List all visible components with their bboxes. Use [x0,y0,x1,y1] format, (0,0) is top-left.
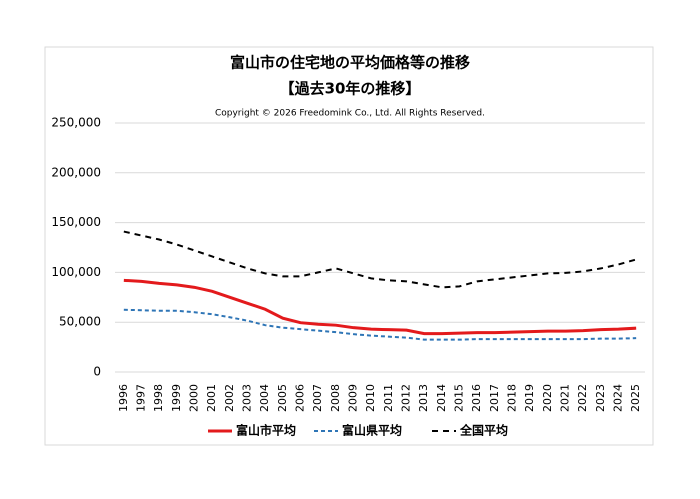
series-line [123,230,637,289]
y-tick-label: 100,000 [51,265,101,279]
x-tick-label: 2024 [612,384,625,412]
chart-frame [44,46,654,446]
x-tick-label: 2009 [347,384,360,412]
x-tick-label: 2014 [435,384,448,412]
x-tick-label: 2025 [629,384,642,412]
x-tick-label: 2006 [294,384,307,412]
y-tick-label: 250,000 [51,116,101,130]
copyright: Copyright © 2026 Freedomink Co., Ltd. Al… [215,109,485,119]
x-tick-label: 2000 [188,384,201,412]
chart-title: 富山市の住宅地の平均価格等の推移 [230,54,470,72]
x-tick-label: 2020 [541,384,554,412]
x-tick-label: 2011 [382,384,395,412]
series-line [123,308,637,341]
chart-subtitle: 【過去30年の推移】 [280,80,421,98]
x-tick-label: 2016 [470,384,483,412]
x-tick-label: 1998 [152,384,165,412]
x-tick-label: 2022 [576,384,589,412]
x-tick-label: 2017 [488,384,501,412]
x-tick-label: 2001 [205,384,218,412]
x-tick-label: 2005 [276,384,289,412]
x-tick-label: 2003 [241,384,254,412]
y-tick-label: 200,000 [51,165,101,179]
series-line [123,278,637,336]
x-tick-label: 1996 [117,384,130,412]
x-tick-label: 1999 [170,384,183,412]
x-tick-label: 2013 [417,384,430,412]
x-tick-label: 1997 [135,384,148,412]
x-tick-label: 2015 [453,384,466,412]
x-tick-label: 2004 [258,384,271,412]
x-tick-label: 2018 [506,384,519,412]
x-tick-label: 2023 [594,384,607,412]
x-tick-label: 2010 [364,384,377,412]
x-tick-label: 2012 [400,384,413,412]
x-tick-label: 2008 [329,384,342,412]
legend-label: 全国平均 [459,423,508,438]
legend-label: 富山市平均 [236,423,296,438]
y-tick-label: 50,000 [59,315,101,329]
x-tick-label: 2007 [311,384,324,412]
y-tick-label: 150,000 [51,215,101,229]
x-tick-label: 2002 [223,384,236,412]
y-tick-label: 0 [93,365,101,379]
x-tick-label: 2021 [559,384,572,412]
legend-label: 富山県平均 [342,423,402,438]
x-tick-label: 2019 [523,384,536,412]
